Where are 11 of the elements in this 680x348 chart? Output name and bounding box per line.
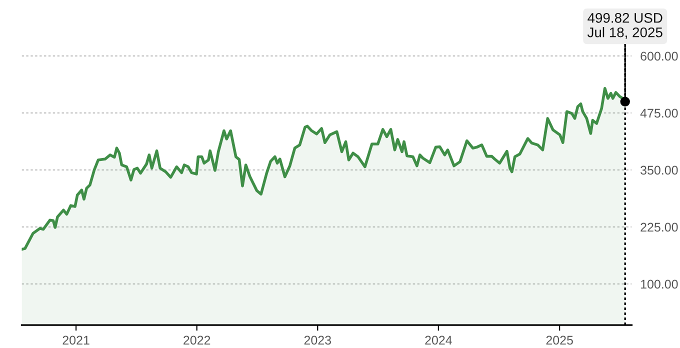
x-tick-label: 2023 bbox=[304, 336, 331, 345]
y-tick-label: 350.00 bbox=[640, 166, 678, 175]
x-tick-label: 2022 bbox=[184, 336, 210, 345]
x-tick-label: 2024 bbox=[425, 336, 452, 345]
y-tick-label: 225.00 bbox=[640, 222, 678, 232]
y-tick-label: 100.00 bbox=[641, 280, 678, 289]
x-tick-label: 2021 bbox=[62, 336, 90, 345]
x-tick-label: 2025 bbox=[546, 336, 573, 345]
annotation: 499.82 USD Jul 18, 2025 bbox=[587, 12, 662, 39]
y-tick-label: 600.00 bbox=[640, 52, 678, 61]
y-tick-label: 475.00 bbox=[640, 108, 678, 118]
